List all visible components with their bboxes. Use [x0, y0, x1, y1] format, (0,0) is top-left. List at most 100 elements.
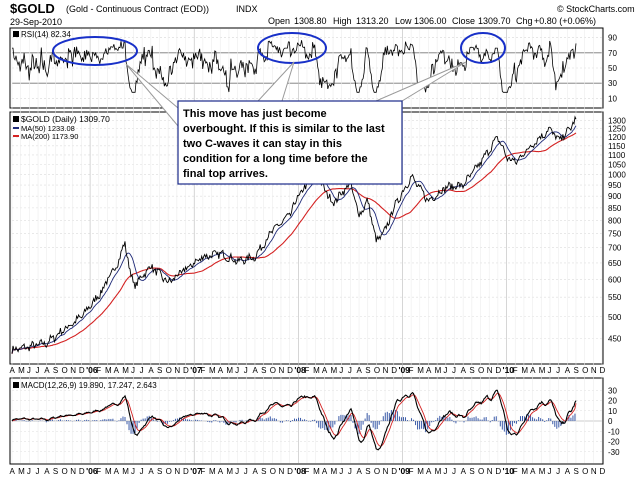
- x-tick-label: A: [114, 366, 120, 375]
- x-tick-label: F: [96, 366, 101, 375]
- x-tick-label-bottom: M: [417, 467, 424, 476]
- callout-box: [177, 100, 403, 185]
- x-tick-label: '08: [294, 365, 306, 375]
- x-tick-label: S: [469, 366, 474, 375]
- x-tick-label: '07: [190, 365, 202, 375]
- chart-date: 29-Sep-2010: [10, 17, 62, 27]
- price-tick-label: 1150: [608, 142, 626, 151]
- callout-line-1: This move has just become: [183, 108, 327, 120]
- price-tick-label: 550: [608, 293, 622, 302]
- x-tick-label-bottom: O: [166, 467, 172, 476]
- highlight-ellipse-3: [460, 32, 506, 64]
- price-tick-label: 1050: [608, 161, 626, 170]
- x-tick-label-bottom: A: [252, 467, 258, 476]
- price-tick-label: 950: [608, 181, 622, 190]
- macd-tick-label: -30: [608, 448, 620, 457]
- callout-line-3: two C-waves it can stay in this: [183, 138, 342, 150]
- annotation-callout: This move has just become overbought. If…: [125, 61, 467, 185]
- x-tick-label-bottom: A: [44, 467, 50, 476]
- chg-label: Chg: [516, 16, 533, 26]
- x-tick-label: O: [374, 366, 380, 375]
- x-tick-label-bottom: F: [200, 467, 205, 476]
- x-tick-label-bottom: J: [443, 467, 447, 476]
- price-tick-label: 450: [608, 334, 622, 343]
- x-tick-label: D: [79, 366, 85, 375]
- x-tick-label-bottom: J: [452, 467, 456, 476]
- x-tick-label-bottom: S: [261, 467, 266, 476]
- price-tick-label: 1200: [608, 133, 626, 142]
- ohlc-readout: Open 1308.80 High 1313.20 Low 1306.00 Cl…: [268, 16, 596, 26]
- macd-tick-label: 0: [608, 417, 613, 426]
- x-tick-label-bottom: O: [270, 467, 276, 476]
- macd-tick-label: 20: [608, 397, 617, 406]
- x-tick-label-bottom: J: [140, 467, 144, 476]
- x-tick-label-bottom: J: [131, 467, 135, 476]
- x-tick-label: N: [70, 366, 76, 375]
- rsi-legend-text: RSI(14) 82.34: [21, 30, 71, 39]
- x-tick-label-bottom: J: [339, 467, 343, 476]
- price-legend-ma50: MA(50) 1233.08: [21, 124, 75, 133]
- x-tick-label-bottom: J: [348, 467, 352, 476]
- price-tick-label: 900: [608, 192, 622, 201]
- x-tick-label-bottom: S: [573, 467, 578, 476]
- x-tick-label-bottom: M: [18, 467, 25, 476]
- x-tick-label: A: [218, 366, 224, 375]
- x-tick-label: A: [252, 366, 258, 375]
- x-tick-label-bottom: D: [495, 467, 501, 476]
- close-value: 1309.70: [478, 16, 511, 26]
- x-tick-label-bottom: D: [287, 467, 293, 476]
- x-tick-label: J: [27, 366, 31, 375]
- macd-line: [11, 389, 577, 451]
- x-tick-label: M: [105, 366, 112, 375]
- x-tick-label-bottom: F: [305, 467, 310, 476]
- x-tick-label: J: [339, 366, 343, 375]
- x-tick-label: S: [53, 366, 58, 375]
- x-tick-label: A: [530, 366, 536, 375]
- open-value: 1308.80: [294, 16, 327, 26]
- x-tick-label-bottom: M: [313, 467, 320, 476]
- ma200-series-line: [11, 132, 577, 354]
- open-label: Open: [268, 16, 290, 26]
- x-tick-label: J: [244, 366, 248, 375]
- x-tick-label-bottom: S: [365, 467, 370, 476]
- x-tick-label: N: [487, 366, 493, 375]
- x-tick-label-bottom: N: [591, 467, 597, 476]
- x-tick-label: J: [235, 366, 239, 375]
- low-value: 1306.00: [414, 16, 447, 26]
- macd-legend: MACD(12,26,9) 19.890, 17.247, 2.643: [13, 381, 157, 390]
- x-tick-label: D: [495, 366, 501, 375]
- x-tick-label-bottom: J: [547, 467, 551, 476]
- x-tick-label-bottom: A: [322, 467, 328, 476]
- x-tick-label-bottom: J: [27, 467, 31, 476]
- macd-tick-label: -10: [608, 427, 620, 436]
- x-tick-label-bottom: A: [218, 467, 224, 476]
- rsi-series-line: [12, 40, 577, 93]
- x-tick-label: '09: [398, 365, 410, 375]
- x-tick-label: N: [278, 366, 284, 375]
- rsi-legend: RSI(14) 82.34: [13, 30, 71, 39]
- x-tick-label-bottom: D: [391, 467, 397, 476]
- price-tick-label: 600: [608, 275, 622, 284]
- price-tick-label: 700: [608, 244, 622, 253]
- x-tick-label-bottom: O: [582, 467, 588, 476]
- x-tick-label: F: [513, 366, 518, 375]
- x-tick-label-bottom: A: [461, 467, 467, 476]
- macd-legend-swatch: [13, 382, 19, 388]
- macd-legend-text: MACD(12,26,9) 19.890, 17.247, 2.643: [21, 381, 157, 390]
- x-tick-label-bottom: A: [357, 467, 363, 476]
- x-tick-label-bottom: N: [278, 467, 284, 476]
- rsi-tick-label: 30: [608, 79, 617, 88]
- x-tick-label: J: [443, 366, 447, 375]
- x-tick-label: M: [417, 366, 424, 375]
- high-value: 1313.20: [356, 16, 389, 26]
- x-tick-label-bottom: A: [114, 467, 120, 476]
- x-tick-label: S: [573, 366, 578, 375]
- x-tick-label: '10: [503, 365, 515, 375]
- x-tick-label-bottom: '09: [398, 466, 410, 476]
- x-tick-label: F: [200, 366, 205, 375]
- x-axis-bottom: A M J J A S O N D '06F M A M J J A S O N D '07F M A M J J A S O N D '08…: [10, 466, 606, 476]
- x-tick-label: O: [270, 366, 276, 375]
- rsi-tick-label: 10: [608, 94, 617, 103]
